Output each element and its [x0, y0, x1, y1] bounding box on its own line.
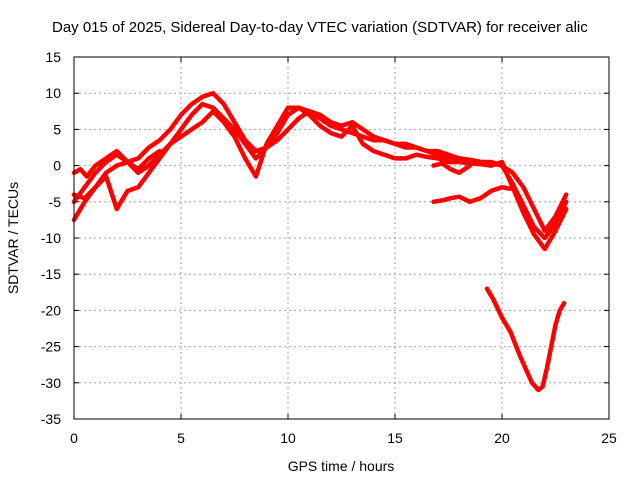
- x-tick-label: 20: [494, 430, 510, 446]
- series-line-track-2: [71, 101, 569, 241]
- series-line-track-7: [484, 286, 567, 393]
- y-tick-label: -10: [41, 230, 61, 246]
- x-tick-label: 5: [177, 430, 185, 446]
- series-line-track-6: [431, 161, 473, 176]
- x-axis-ticks: 0 5 10 15 20 25: [70, 57, 617, 446]
- y-tick-label: -25: [41, 339, 61, 355]
- y-tick-label: 15: [45, 49, 61, 65]
- chart-title: Day 015 of 2025, Sidereal Day-to-day VTE…: [52, 19, 588, 36]
- y-axis-ticks: 15 10 5 0 -5 -10 -15 -20 -25 -30 -35: [41, 49, 609, 427]
- y-tick-label: 5: [53, 121, 61, 137]
- series-line-track-4: [71, 148, 162, 179]
- y-tick-label: 0: [53, 158, 61, 174]
- y-tick-label: -20: [41, 302, 61, 318]
- y-axis-label: SDTVAR / TECUs: [5, 182, 21, 294]
- grid: [74, 57, 609, 419]
- y-tick-label: -5: [49, 194, 62, 210]
- x-tick-label: 0: [70, 430, 78, 446]
- x-tick-label: 25: [601, 430, 617, 446]
- x-axis-label: GPS time / hours: [288, 458, 395, 474]
- y-tick-label: -30: [41, 375, 61, 391]
- y-tick-label: -35: [41, 411, 61, 427]
- series-layer: [71, 90, 569, 393]
- x-tick-label: 15: [387, 430, 403, 446]
- series-line-track-5: [431, 185, 513, 205]
- x-tick-label: 10: [280, 430, 296, 446]
- y-tick-label: -15: [41, 266, 61, 282]
- series-line-track-3: [71, 105, 569, 252]
- y-tick-label: 10: [45, 85, 61, 101]
